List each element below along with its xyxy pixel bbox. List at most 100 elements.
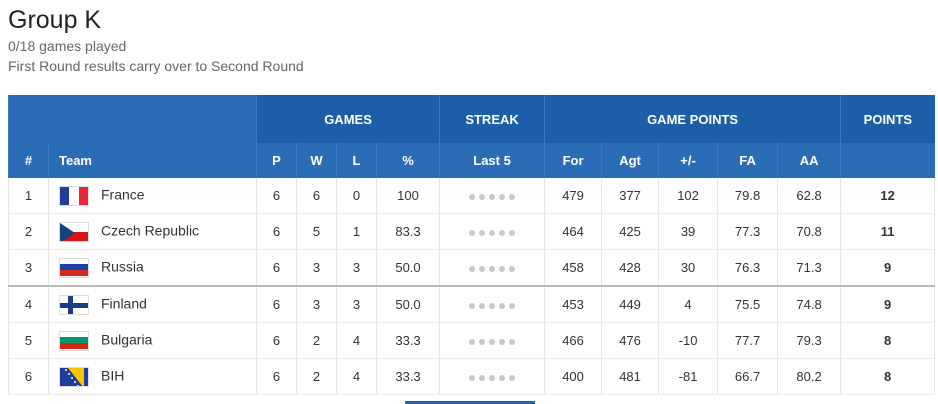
for-cell: 453 [544, 285, 602, 323]
col-losses[interactable]: L [336, 143, 377, 178]
streak-dot-icon [499, 302, 506, 309]
streak-dot-icon [469, 229, 476, 236]
played-cell: 6 [256, 178, 297, 214]
agt-cell: 476 [601, 322, 659, 359]
team-name[interactable]: Czech Republic [101, 222, 200, 239]
streak-dot-icon [509, 193, 516, 200]
wins-cell: 5 [296, 213, 337, 250]
standings-table: GAMES STREAK GAME POINTS POINTS # Team P… [8, 95, 936, 395]
col-points[interactable] [840, 143, 935, 178]
fa-cell: 79.8 [717, 178, 778, 214]
played-cell: 6 [256, 322, 297, 359]
team-name[interactable]: Russia [101, 258, 144, 275]
diff-cell: -81 [658, 358, 718, 395]
team-cell[interactable]: Russia [48, 249, 257, 287]
pct-cell: 33.3 [375, 322, 440, 359]
for-cell: 479 [544, 178, 602, 214]
table-row[interactable]: 6 BIH 6 2 4 33.3 400 481 -81 66.7 80.2 8 [8, 358, 936, 395]
played-cell: 6 [256, 358, 297, 395]
table-row[interactable]: 1 France 6 6 0 100 479 377 102 79.8 62.8 12 [8, 178, 936, 214]
team-cell[interactable]: Bulgaria [48, 322, 257, 359]
col-wins[interactable]: W [296, 143, 337, 178]
col-aa[interactable]: AA [777, 143, 841, 178]
for-cell: 400 [544, 358, 602, 395]
col-played[interactable]: P [256, 143, 297, 178]
streak-dot-icon [489, 302, 496, 309]
col-team[interactable]: Team [48, 143, 257, 178]
col-for[interactable]: For [544, 143, 602, 178]
table-row[interactable]: 2 Czech Republic 6 5 1 83.3 464 425 39 77.3 70.8 11 [8, 213, 936, 250]
col-fa[interactable]: FA [717, 143, 778, 178]
pct-cell: 100 [375, 178, 440, 214]
col-pct[interactable]: % [375, 143, 440, 178]
aa-cell: 80.2 [777, 358, 841, 395]
russia-flag-icon [59, 257, 89, 278]
rank-cell: 4 [8, 285, 49, 323]
streak-dot-icon [509, 265, 516, 272]
aa-cell: 79.3 [777, 322, 841, 359]
col-diff[interactable]: +/- [658, 143, 718, 178]
bih-flag-icon [59, 366, 89, 387]
streak-dot-icon [479, 302, 486, 309]
losses-cell: 1 [336, 213, 377, 250]
streak-cell [439, 213, 545, 250]
pct-cell: 50.0 [375, 249, 440, 287]
streak-cell [439, 322, 545, 359]
diff-cell: -10 [658, 322, 718, 359]
streak-dot-icon [479, 374, 486, 381]
team-name[interactable]: France [101, 186, 145, 203]
team-cell[interactable]: France [48, 178, 257, 214]
team-cell[interactable]: BIH [48, 358, 257, 395]
streak-cell [439, 178, 545, 214]
streak-dot-icon [479, 265, 486, 272]
col-last5[interactable]: Last 5 [439, 143, 545, 178]
wins-cell: 3 [296, 249, 337, 287]
streak-dot-icon [469, 338, 476, 345]
wins-cell: 3 [296, 285, 337, 323]
points-cell: 9 [840, 249, 936, 287]
header-games: GAMES [255, 95, 440, 143]
header-points: POINTS [840, 95, 935, 143]
played-cell: 6 [256, 213, 297, 250]
col-rank[interactable]: # [8, 143, 49, 178]
streak-dot-icon [489, 374, 496, 381]
streak-dot-icon [509, 338, 516, 345]
group-title: Group K [8, 6, 102, 34]
streak-dot-icon [479, 229, 486, 236]
points-cell: 8 [840, 358, 936, 395]
rank-cell: 2 [8, 213, 49, 250]
team-name[interactable]: Bulgaria [101, 331, 153, 348]
diff-cell: 4 [658, 285, 718, 323]
streak-dot-icon [479, 193, 486, 200]
rank-cell: 6 [8, 358, 49, 395]
round-note-text: First Round results carry over to Second… [8, 58, 304, 74]
team-cell[interactable]: Finland [48, 285, 257, 323]
streak-dot-icon [499, 338, 506, 345]
table-row[interactable]: 3 Russia 6 3 3 50.0 458 428 30 76.3 71.3 9 [8, 249, 936, 287]
team-name[interactable]: Finland [101, 295, 147, 312]
agt-cell: 428 [601, 249, 659, 287]
fa-cell: 77.3 [717, 213, 778, 250]
fa-cell: 75.5 [717, 285, 778, 323]
team-cell[interactable]: Czech Republic [48, 213, 257, 250]
for-cell: 466 [544, 322, 602, 359]
fa-cell: 76.3 [717, 249, 778, 287]
aa-cell: 74.8 [777, 285, 841, 323]
streak-dot-icon [499, 193, 506, 200]
aa-cell: 62.8 [777, 178, 841, 214]
streak-dot-icon [499, 374, 506, 381]
col-agt[interactable]: Agt [601, 143, 659, 178]
header-game-points: GAME POINTS [544, 95, 841, 143]
games-played-text: 0/18 games played [8, 38, 127, 54]
table-row[interactable]: 5 Bulgaria 6 2 4 33.3 466 476 -10 77.7 79.3 8 [8, 322, 936, 359]
streak-dot-icon [469, 265, 476, 272]
diff-cell: 102 [658, 178, 718, 214]
table-row[interactable]: 4 Finland 6 3 3 50.0 453 449 4 75.5 74.8 9 [8, 285, 936, 323]
streak-dot-icon [479, 338, 486, 345]
streak-dot-icon [489, 265, 496, 272]
team-name[interactable]: BIH [101, 367, 125, 384]
streak-dot-icon [469, 302, 476, 309]
diff-cell: 30 [658, 249, 718, 287]
header-blank [8, 95, 257, 143]
streak-dot-icon [499, 265, 506, 272]
